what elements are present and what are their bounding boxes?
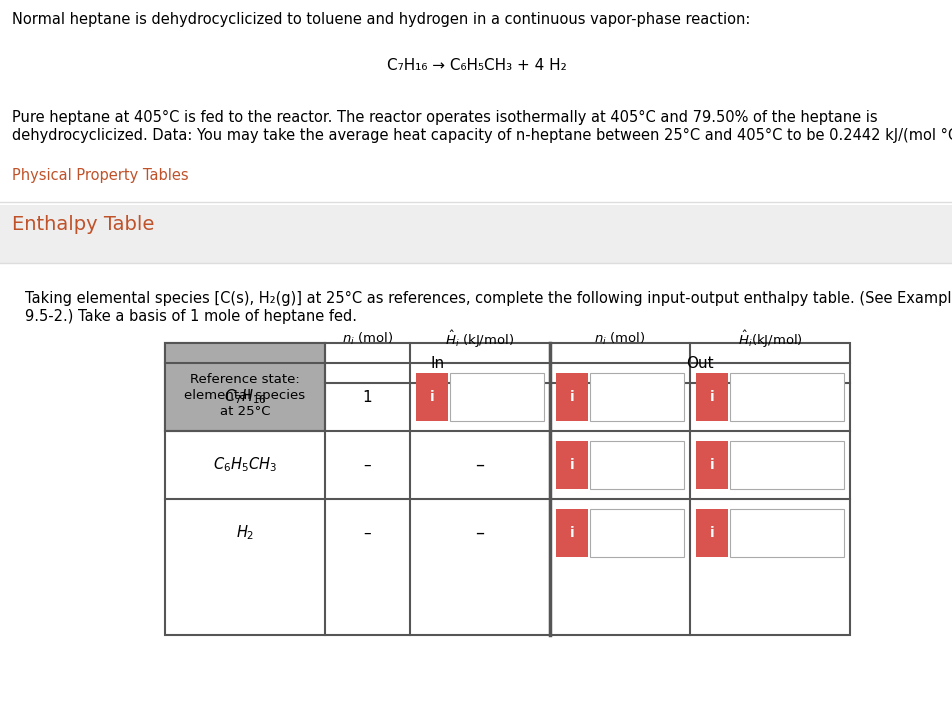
Text: dehydrocyclicized. Data: You may take the average heat capacity of n-heptane bet: dehydrocyclicized. Data: You may take th… [12,128,952,143]
Bar [555,373,587,421]
Bar [729,509,843,557]
Text: 9.5-2.) Take a basis of 1 mole of heptane fed.: 9.5-2.) Take a basis of 1 mole of heptan… [25,309,357,324]
Bar [165,343,849,635]
Bar [416,373,447,421]
Text: elemental species: elemental species [185,389,306,402]
Text: Pure heptane at 405°C is fed to the reactor. The reactor operates isothermally a: Pure heptane at 405°C is fed to the reac… [12,110,877,125]
Text: Enthalpy Table: Enthalpy Table [12,215,154,234]
Text: i: i [709,390,714,404]
Bar [695,373,727,421]
Bar [555,509,587,557]
Text: i: i [709,526,714,540]
Text: In: In [430,355,444,371]
Bar [589,509,684,557]
Text: –: – [364,458,371,473]
Text: $\hat{H}_i$ (kJ/mol): $\hat{H}_i$ (kJ/mol) [445,329,514,350]
Bar [555,441,587,489]
Text: $C_6H_5CH_3$: $C_6H_5CH_3$ [213,455,277,474]
Bar [165,343,325,431]
Text: i: i [569,526,574,540]
Bar [695,509,727,557]
Text: –: – [475,456,484,474]
Text: i: i [429,390,434,404]
Text: at 25°C: at 25°C [220,405,270,418]
Text: C₇H₁₆ → C₆H₅CH₃ + 4 H₂: C₇H₁₆ → C₆H₅CH₃ + 4 H₂ [387,58,565,73]
Bar [589,441,684,489]
Text: i: i [709,458,714,472]
Text: Out: Out [685,355,713,371]
Text: Physical Property Tables: Physical Property Tables [12,168,188,183]
Bar [729,373,843,421]
Text: i: i [569,458,574,472]
Text: $H_2$: $H_2$ [235,523,254,542]
Text: Reference state:: Reference state: [190,373,300,386]
Bar [589,373,684,421]
Text: $n_i$ (mol): $n_i$ (mol) [342,331,393,347]
Text: $C_7H_{16}$: $C_7H_{16}$ [224,387,266,406]
Text: $\hat{H}_i$(kJ/mol): $\hat{H}_i$(kJ/mol) [737,329,802,350]
Text: Taking elemental species [C(s), H₂(g)] at 25°C as references, complete the follo: Taking elemental species [C(s), H₂(g)] a… [25,291,952,306]
Bar [449,373,544,421]
Bar [0,205,952,263]
Text: $n_i$ (mol): $n_i$ (mol) [594,331,645,347]
Text: Normal heptane is dehydrocyclicized to toluene and hydrogen in a continuous vapo: Normal heptane is dehydrocyclicized to t… [12,12,749,27]
Text: –: – [475,524,484,542]
Text: –: – [364,526,371,541]
Bar [695,441,727,489]
Text: i: i [569,390,574,404]
Bar [729,441,843,489]
Text: 1: 1 [363,390,372,405]
